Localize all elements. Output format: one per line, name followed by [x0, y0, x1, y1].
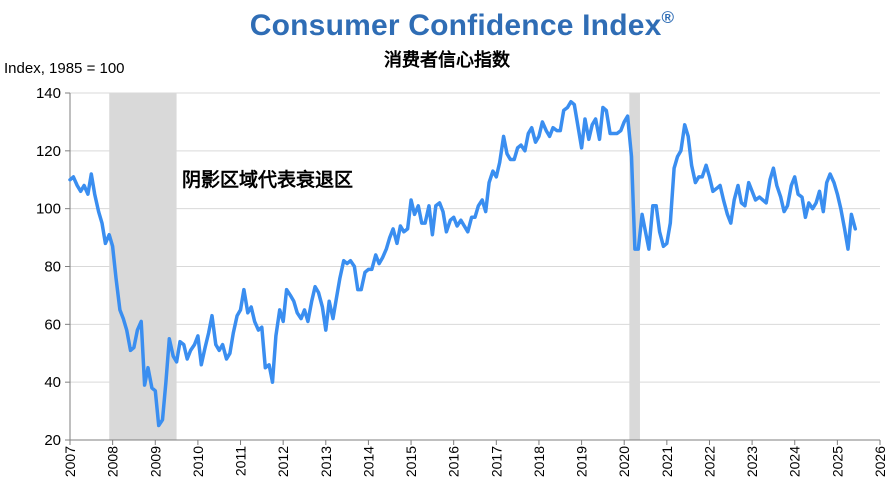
y-tick-label: 20	[44, 432, 61, 449]
x-tick-label: 2023	[744, 446, 760, 477]
series-line-group	[68, 99, 858, 428]
x-tick-label: 2017	[488, 446, 504, 477]
x-tick-label: 2016	[446, 446, 462, 477]
x-tick-label: 2021	[659, 446, 675, 477]
x-tick-label: 2007	[62, 446, 78, 477]
x-tick-label: 2019	[574, 446, 590, 477]
x-tick-label: 2024	[787, 446, 803, 477]
chart-subtitle: 消费者信心指数	[384, 50, 510, 71]
x-tick-label: 2015	[403, 446, 419, 477]
y-tick-label: 120	[36, 143, 61, 160]
chart-title: Consumer Confidence Index®	[0, 8, 894, 43]
y-tick-label: 140	[36, 85, 61, 102]
chart-title-text: Consumer Confidence Index	[249, 9, 662, 42]
x-tick-label: 2012	[275, 446, 291, 477]
x-tick-label: 2008	[105, 446, 121, 477]
x-tick-label: 2014	[360, 446, 376, 477]
x-tick-label: 2022	[701, 446, 717, 477]
x-tick-label: 2010	[190, 446, 206, 477]
y-axis-label: Index, 1985 = 100	[4, 60, 125, 77]
tick-labels: 20 40 60 80 100 120 140 2007 2008 2009 2010 2011 201…	[36, 85, 888, 477]
y-tick-label: 80	[44, 259, 61, 276]
y-tick-label: 60	[44, 316, 61, 333]
series-line	[68, 99, 858, 428]
registered-mark: ®	[661, 8, 675, 27]
recession-annotation: 阴影区域代表衰退区	[182, 168, 353, 191]
y-tick-label: 40	[44, 374, 61, 391]
x-tick-label: 2013	[318, 446, 334, 477]
annotation-group: 阴影区域代表衰退区	[182, 168, 353, 191]
x-tick-label: 2025	[829, 446, 845, 477]
x-tick-label: 2009	[147, 446, 163, 477]
x-tick-label: 2011	[233, 446, 249, 476]
grid-lines	[65, 92, 880, 441]
x-tick-label: 2018	[531, 446, 547, 477]
y-tick-label: 100	[36, 201, 61, 218]
x-tick-label: 2020	[616, 446, 632, 477]
axes	[69, 93, 881, 445]
x-tick-label: 2026	[872, 446, 888, 477]
